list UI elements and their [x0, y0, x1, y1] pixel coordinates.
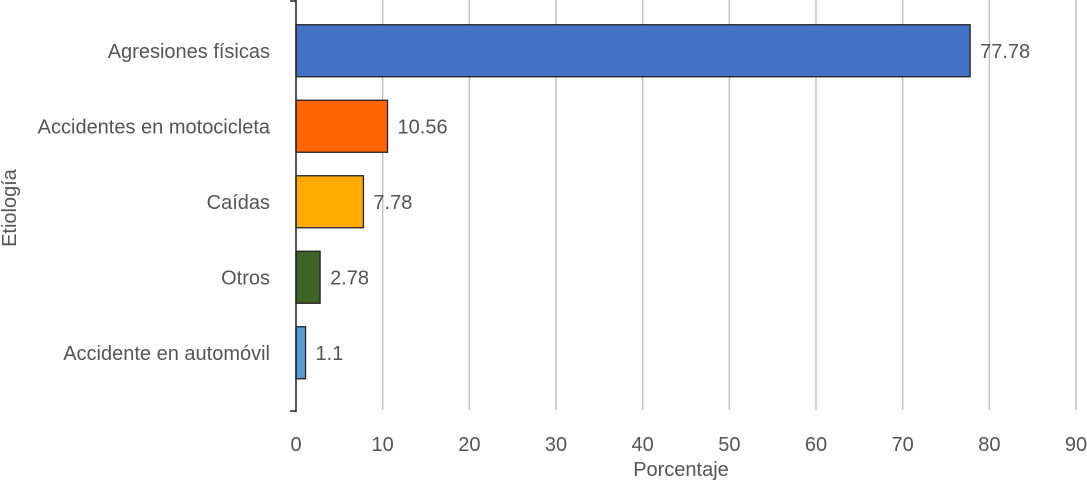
- x-tick-label-90: 90: [1065, 434, 1087, 456]
- x-tick-labels: 0 10 20 30 40 50 60 70 80 90: [290, 434, 1087, 456]
- bar-2: [295, 99, 389, 153]
- x-tick-label-50: 50: [718, 434, 740, 456]
- x-tick-label-10: 10: [372, 434, 394, 456]
- bar-4: [295, 250, 321, 304]
- value-label-5: 1.1: [316, 343, 344, 365]
- x-tick-label-60: 60: [805, 434, 827, 456]
- y-axis-title: Etiología: [0, 168, 21, 247]
- x-tick-label-0: 0: [290, 434, 301, 456]
- value-label-3: 7.78: [373, 192, 412, 214]
- x-tick-label-70: 70: [892, 434, 914, 456]
- x-tick-label-30: 30: [545, 434, 567, 456]
- value-labels: 77.78 10.56 7.78 2.78 1.1: [316, 41, 1031, 365]
- category-labels: Agresiones físicas Accidentes en motocicl…: [38, 41, 271, 365]
- category-label-5: Accidente en automóvil: [63, 343, 270, 365]
- value-label-4: 2.78: [330, 267, 369, 289]
- bar-3: [295, 175, 365, 229]
- category-label-4: Otros: [221, 267, 270, 289]
- category-label-1: Agresiones físicas: [108, 41, 270, 63]
- x-axis-title: Porcentaje: [633, 459, 729, 481]
- x-tick-label-20: 20: [458, 434, 480, 456]
- category-label-3: Caídas: [207, 192, 270, 214]
- x-tick-label-80: 80: [978, 434, 1000, 456]
- bars: [295, 24, 971, 380]
- value-label-1: 77.78: [980, 41, 1030, 63]
- category-label-2: Accidentes en motocicleta: [38, 116, 271, 138]
- bar-5: [295, 326, 307, 380]
- y-axis-tick-marks: [290, 0, 296, 412]
- value-label-2: 10.56: [398, 116, 448, 138]
- bar-1: [295, 24, 971, 78]
- x-tick-label-40: 40: [632, 434, 654, 456]
